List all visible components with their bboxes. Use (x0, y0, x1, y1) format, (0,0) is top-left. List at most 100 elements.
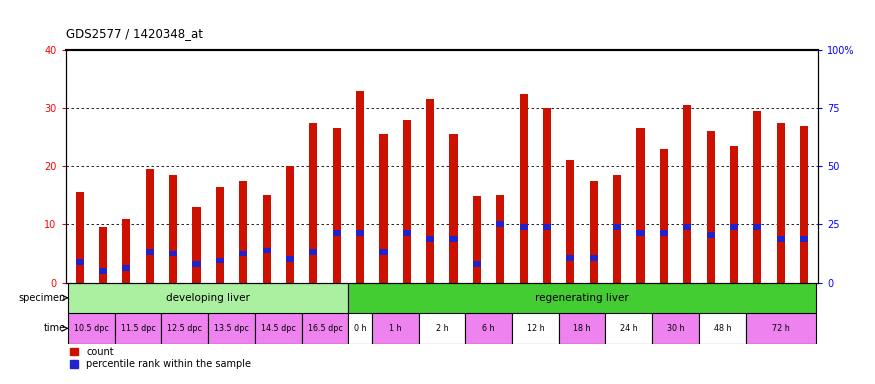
Bar (450, 236, 458, 242)
Bar (302, 313, 348, 344)
Bar (75, 259, 84, 265)
Bar (753, 111, 761, 283)
Bar (145, 249, 154, 255)
Bar (169, 175, 178, 283)
Bar (68, 313, 115, 344)
Bar (543, 224, 551, 230)
Bar (145, 169, 154, 283)
Bar (348, 313, 372, 344)
Bar (466, 313, 512, 344)
Bar (543, 108, 551, 283)
Bar (332, 128, 340, 283)
Text: 48 h: 48 h (713, 324, 731, 333)
Bar (730, 224, 738, 230)
Text: 12 h: 12 h (527, 324, 544, 333)
Bar (606, 313, 652, 344)
Text: 16.5 dpc: 16.5 dpc (308, 324, 342, 333)
Bar (777, 122, 785, 283)
Bar (216, 258, 224, 263)
Text: 0 h: 0 h (354, 324, 367, 333)
Bar (239, 250, 248, 257)
Bar (309, 122, 318, 283)
Text: 13.5 dpc: 13.5 dpc (214, 324, 249, 333)
Bar (777, 236, 785, 242)
Bar (262, 195, 270, 283)
Bar (520, 224, 528, 230)
Bar (309, 249, 318, 255)
Bar (450, 134, 458, 283)
Text: 24 h: 24 h (620, 324, 638, 333)
Bar (286, 257, 294, 262)
Bar (192, 261, 200, 267)
Bar (332, 230, 340, 236)
Bar (566, 255, 575, 261)
Bar (566, 161, 575, 283)
Bar (162, 313, 208, 344)
Text: 11.5 dpc: 11.5 dpc (121, 324, 156, 333)
Bar (262, 248, 270, 253)
Bar (706, 131, 715, 283)
Bar (613, 175, 621, 283)
Bar (380, 249, 388, 255)
Text: specimen: specimen (19, 293, 66, 303)
Bar (208, 313, 255, 344)
Bar (590, 181, 598, 283)
Bar (418, 313, 466, 344)
Bar (746, 313, 816, 344)
Bar (68, 283, 348, 313)
Bar (706, 232, 715, 238)
Bar (286, 166, 294, 283)
Text: regenerating liver: regenerating liver (536, 293, 629, 303)
Text: 18 h: 18 h (573, 324, 591, 333)
Bar (99, 268, 107, 274)
Bar (613, 224, 621, 230)
Bar (753, 224, 761, 230)
Bar (660, 149, 668, 283)
Text: 1 h: 1 h (388, 324, 402, 333)
Bar (636, 128, 645, 283)
Bar (402, 120, 411, 283)
Text: 2 h: 2 h (436, 324, 448, 333)
Bar (496, 222, 504, 227)
Bar (123, 265, 130, 271)
Text: 12.5 dpc: 12.5 dpc (167, 324, 202, 333)
Bar (496, 195, 504, 283)
Bar (660, 230, 668, 236)
Text: time: time (44, 323, 66, 333)
Bar (356, 230, 364, 236)
Legend: count, percentile rank within the sample: count, percentile rank within the sample (71, 347, 251, 369)
Bar (99, 227, 107, 283)
Bar (372, 313, 418, 344)
Bar (356, 91, 364, 283)
Bar (699, 313, 746, 344)
Bar (402, 230, 411, 236)
Bar (192, 207, 200, 283)
Text: 30 h: 30 h (667, 324, 684, 333)
Bar (683, 105, 691, 283)
Bar (348, 283, 816, 313)
Bar (169, 250, 178, 257)
Text: developing liver: developing liver (166, 293, 250, 303)
Bar (559, 313, 606, 344)
Bar (75, 192, 84, 283)
Bar (123, 218, 130, 283)
Bar (473, 261, 481, 267)
Bar (512, 313, 559, 344)
Text: 14.5 dpc: 14.5 dpc (261, 324, 296, 333)
Bar (730, 146, 738, 283)
Bar (255, 313, 302, 344)
Text: 6 h: 6 h (482, 324, 495, 333)
Bar (216, 187, 224, 283)
Bar (380, 134, 388, 283)
Bar (239, 181, 248, 283)
Text: 72 h: 72 h (772, 324, 789, 333)
Bar (473, 197, 481, 283)
Bar (683, 224, 691, 230)
Bar (115, 313, 162, 344)
Text: GDS2577 / 1420348_at: GDS2577 / 1420348_at (66, 27, 203, 40)
Bar (800, 236, 808, 242)
Bar (426, 99, 434, 283)
Bar (426, 236, 434, 242)
Text: 10.5 dpc: 10.5 dpc (74, 324, 108, 333)
Bar (636, 230, 645, 236)
